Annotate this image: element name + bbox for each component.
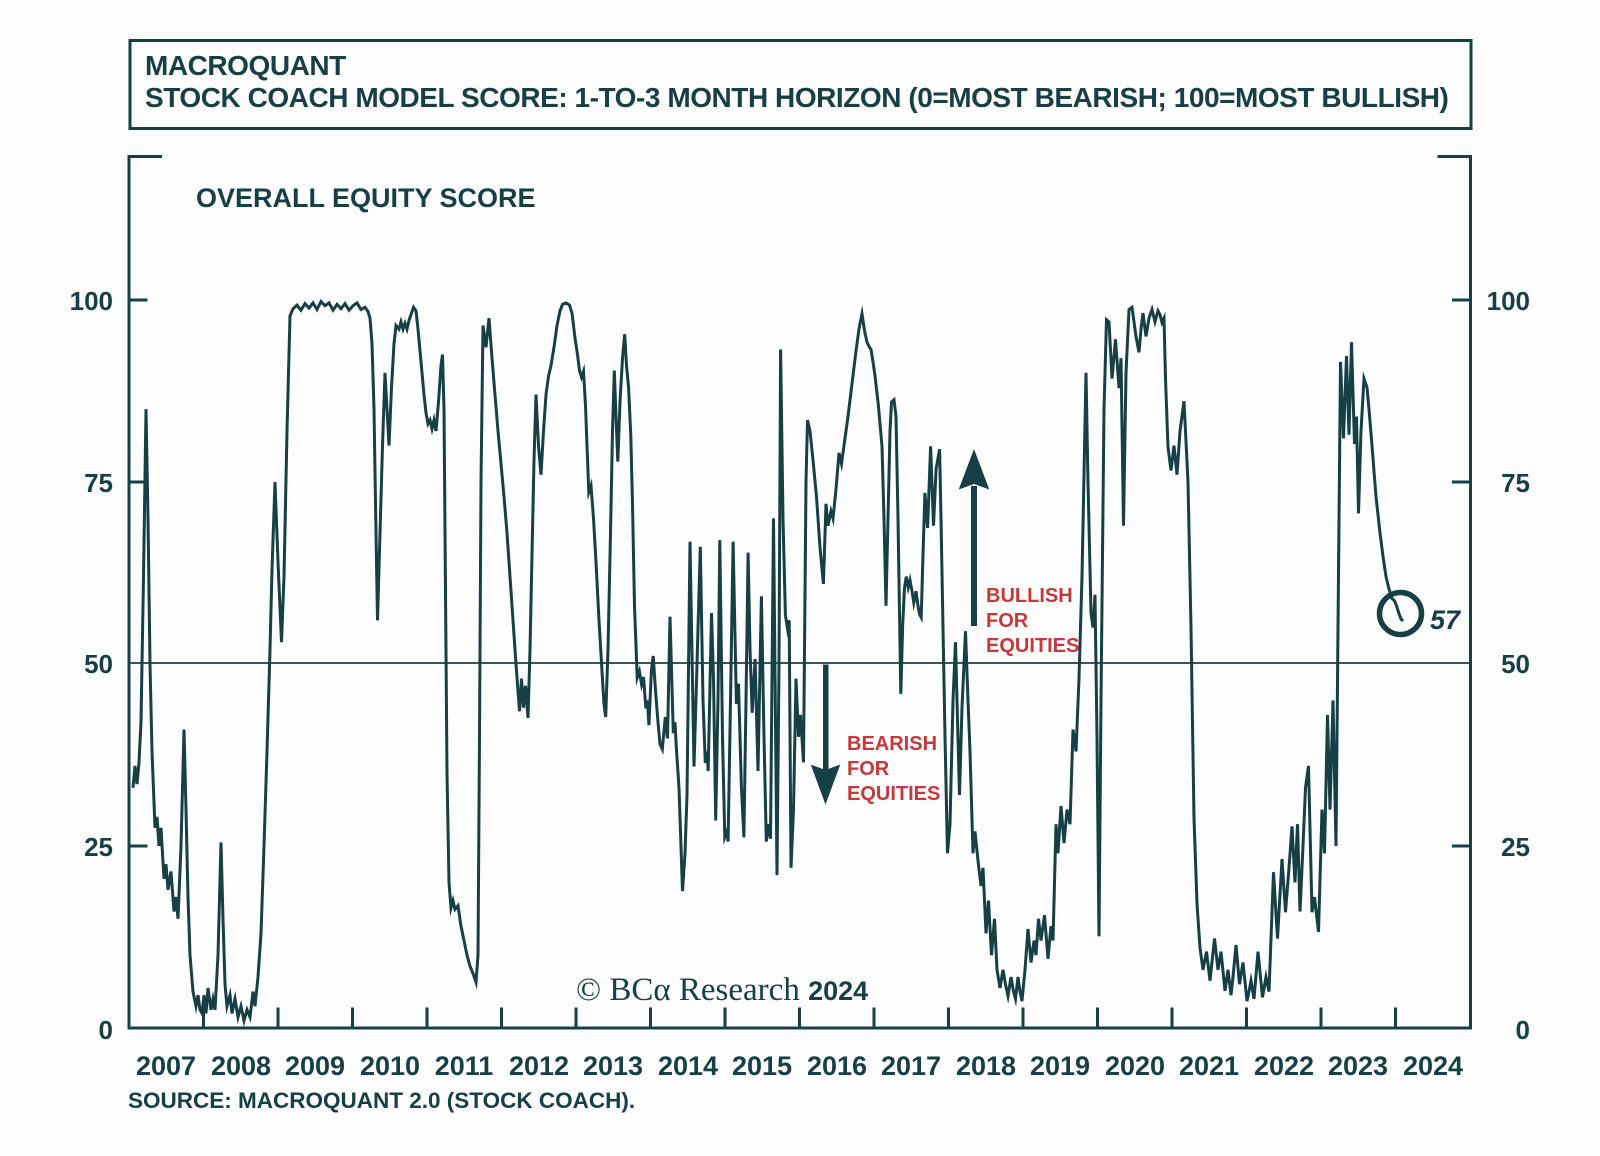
svg-text:FOR: FOR	[986, 610, 1029, 632]
svg-text:BEARISH: BEARISH	[847, 733, 937, 755]
svg-text:25: 25	[1501, 832, 1530, 862]
svg-text:2010: 2010	[360, 1051, 420, 1081]
svg-text:0: 0	[1516, 1015, 1530, 1045]
svg-text:EQUITIES: EQUITIES	[986, 635, 1079, 657]
svg-text:100: 100	[1487, 286, 1530, 316]
svg-text:BULLISH: BULLISH	[986, 585, 1073, 607]
svg-text:2015: 2015	[732, 1051, 792, 1081]
svg-text:SOURCE: MACROQUANT 2.0 (STOCK: SOURCE: MACROQUANT 2.0 (STOCK COACH).	[128, 1088, 635, 1113]
svg-text:2020: 2020	[1105, 1051, 1165, 1081]
svg-text:EQUITIES: EQUITIES	[847, 783, 940, 805]
svg-text:2016: 2016	[807, 1051, 867, 1081]
svg-text:2023: 2023	[1328, 1051, 1388, 1081]
svg-text:25: 25	[84, 832, 113, 862]
svg-text:MACROQUANT: MACROQUANT	[145, 50, 346, 81]
svg-text:2021: 2021	[1179, 1051, 1239, 1081]
svg-text:2018: 2018	[956, 1051, 1016, 1081]
svg-text:0: 0	[99, 1015, 113, 1045]
svg-text:2019: 2019	[1030, 1051, 1090, 1081]
svg-text:2007: 2007	[136, 1051, 196, 1081]
svg-text:75: 75	[1501, 468, 1530, 498]
svg-text:2009: 2009	[285, 1051, 345, 1081]
svg-text:2012: 2012	[509, 1051, 569, 1081]
svg-text:2022: 2022	[1254, 1051, 1314, 1081]
svg-text:100: 100	[70, 286, 113, 316]
svg-text:© BCα Research 2024: © BCα Research 2024	[576, 972, 868, 1008]
svg-text:FOR: FOR	[847, 758, 890, 780]
svg-text:STOCK COACH MODEL SCORE: 1-TO-: STOCK COACH MODEL SCORE: 1-TO-3 MONTH HO…	[145, 82, 1448, 113]
svg-text:75: 75	[84, 468, 113, 498]
svg-text:57: 57	[1430, 605, 1462, 635]
svg-text:2011: 2011	[435, 1051, 494, 1081]
svg-text:50: 50	[1501, 649, 1530, 679]
svg-text:2024: 2024	[1403, 1051, 1463, 1081]
svg-text:OVERALL EQUITY SCORE: OVERALL EQUITY SCORE	[196, 183, 536, 213]
svg-text:2017: 2017	[881, 1051, 941, 1081]
svg-text:2008: 2008	[211, 1051, 271, 1081]
svg-text:2013: 2013	[583, 1051, 643, 1081]
svg-text:50: 50	[84, 649, 113, 679]
svg-text:2014: 2014	[658, 1051, 718, 1081]
